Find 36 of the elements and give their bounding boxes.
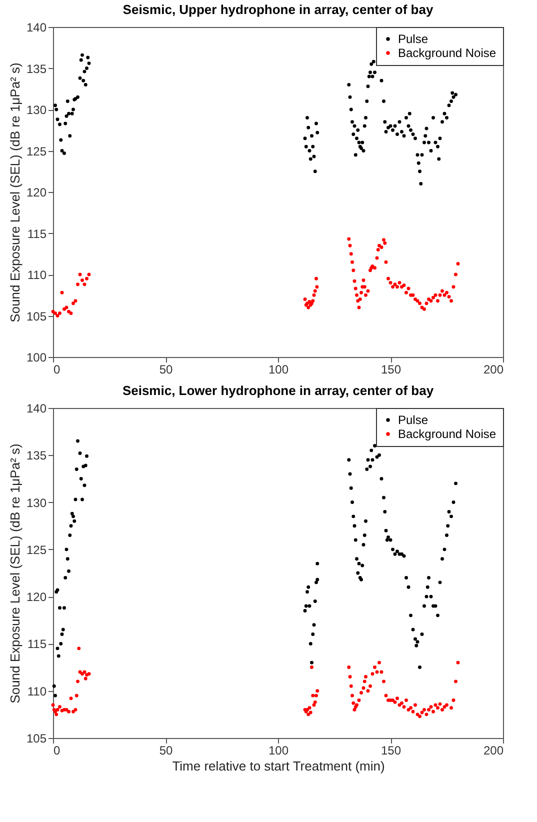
x-tick-label: 200 [483,362,504,376]
y-tick-label: 125 [26,144,47,158]
y-axis-title: Sound Exposure Level (SEL) (dB re 1μPa² s) [7,62,22,322]
y-tick-label: 120 [26,186,47,200]
x-tick-label: 200 [483,744,504,758]
x-tick-label: 0 [54,744,60,758]
x-axis-title: Time relative to start Treatment (min) [172,758,385,774]
chart-title: Seismic, Lower hydrophone in array, center of bay [122,383,434,398]
y-tick-label: 130 [26,103,47,117]
y-tick-label: 120 [26,590,47,604]
y-tick-label: 115 [27,226,47,241]
y-tick-label: 110 [27,268,47,282]
y-axis-title: Sound Exposure Level (SEL) (dB re 1μPa² s) [7,444,22,704]
x-tick-label: 100 [268,744,289,758]
y-tick-label: 105 [26,309,47,324]
legend-label: Background Noise [398,46,496,60]
x-tick-label: 100 [268,362,289,376]
y-tick-label: 115 [27,637,47,652]
x-tick-label: 150 [380,744,402,758]
y-tick-label: 125 [26,542,47,557]
y-tick-label: 110 [27,684,47,698]
legend-label: Background Noise [398,427,496,441]
legend-label: Pulse [398,32,428,46]
legend-label: Pulse [398,413,428,427]
x-tick-label: 50 [159,744,173,758]
y-tick-label: 140 [26,20,47,34]
y-tick-label: 105 [26,732,47,746]
chart-title: Seismic, Upper hydrophone in array, center of bay [122,2,434,17]
x-tick-label: 50 [159,362,173,376]
x-tick-label: 0 [54,362,60,376]
y-tick-label: 130 [26,496,47,510]
y-tick-label: 100 [26,350,47,364]
y-tick-label: 135 [26,62,47,76]
y-tick-label: 140 [26,402,47,416]
y-tick-label: 135 [26,448,47,463]
x-tick-label: 150 [380,362,402,376]
